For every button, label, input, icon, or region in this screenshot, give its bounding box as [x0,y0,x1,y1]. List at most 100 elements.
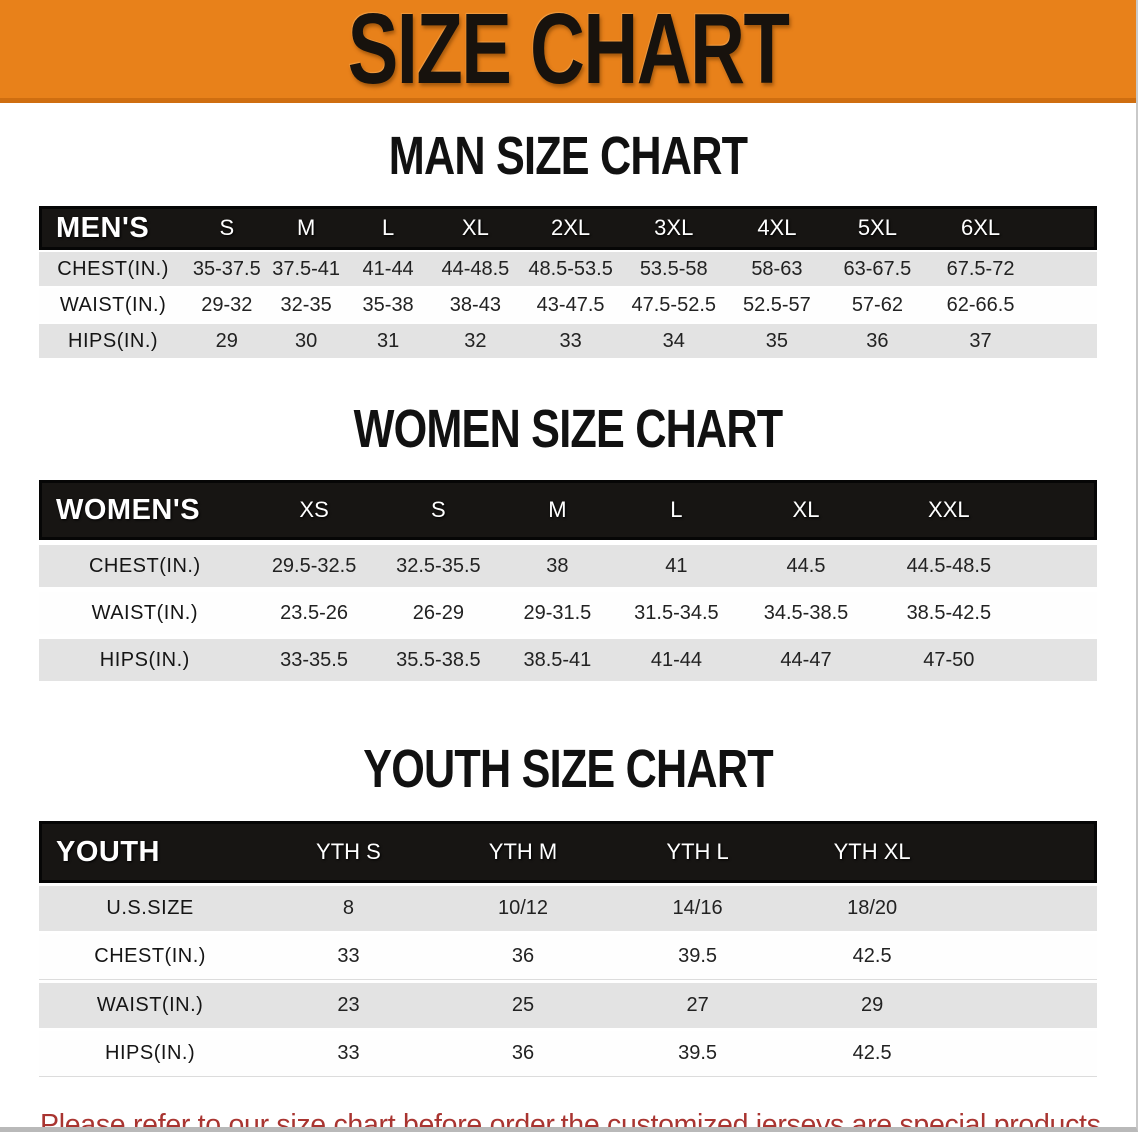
value-cell: 35-38 [345,288,431,322]
value-cell: 32 [430,322,521,360]
men-table-row: CHEST(IN.) 35-37.5 37.5-41 41-44 44-48.5 48.5… [39,250,1097,288]
value-cell: 14/16 [610,883,785,934]
value-cell: 39.5 [610,1031,785,1077]
women-size-section: WOMEN SIZE CHART WOMEN'S XS S M L XL XXL CHEST(… [0,402,1136,686]
column-header-cell: S [187,206,267,250]
row-label-cell: WAIST(IN.) [39,592,251,634]
row-spacer-cell [1022,540,1097,592]
women-section-heading: WOMEN SIZE CHART [0,402,1136,456]
row-spacer-cell [959,1031,1097,1077]
men-header-band: MEN'S S M L XL 2XL 3XL 4XL 5XL 6XL [39,206,1097,250]
men-table-row: HIPS(IN.) 29 30 31 32 33 34 35 36 37 [39,322,1097,360]
column-header-cell: XL [430,206,521,250]
value-cell: 33 [261,934,436,980]
women-table-row: WAIST(IN.) 23.5-26 26-29 29-31.5 31.5-34.5 34… [39,592,1097,634]
youth-header-band: YOUTH YTH S YTH M YTH L YTH XL [39,821,1097,883]
row-spacer-cell [1033,250,1097,288]
header-spacer-cell [1033,206,1097,250]
value-cell: 33 [520,322,621,360]
value-cell: 39.5 [610,934,785,980]
row-label-cell: WAIST(IN.) [39,980,262,1031]
value-cell: 29.5-32.5 [250,540,378,592]
column-header-cell: 6XL [927,206,1034,250]
value-cell: 38.5-41 [499,634,616,686]
value-cell: 41-44 [615,634,738,686]
youth-table-row: CHEST(IN.) 33 36 39.5 42.5 [39,934,1097,980]
value-cell: 48.5-53.5 [520,250,621,288]
value-cell: 47.5-52.5 [620,288,727,322]
value-cell: 10/12 [435,883,611,934]
value-cell: 33 [261,1031,436,1077]
value-cell: 29 [187,322,267,360]
value-cell: 62-66.5 [927,288,1034,322]
value-cell: 23 [261,980,436,1031]
value-cell: 34 [620,322,727,360]
women-section-heading-text: WOMEN SIZE CHART [353,399,784,459]
women-corner-label: WOMEN'S [39,480,251,540]
column-header-cell: M [266,206,346,250]
column-header-cell: XXL [874,480,1023,540]
men-corner-label: MEN'S [39,206,188,250]
value-cell: 29-32 [187,288,267,322]
value-cell: 37.5-41 [266,250,346,288]
men-section-heading-text: MAN SIZE CHART [388,126,748,186]
youth-table-row: U.S.SIZE 8 10/12 14/16 18/20 [39,883,1097,934]
value-cell: 44.5-48.5 [874,540,1023,592]
column-header-cell: YTH M [435,821,611,883]
value-cell: 35-37.5 [187,250,267,288]
value-cell: 27 [610,980,785,1031]
row-spacer-cell [1033,322,1097,360]
column-header-cell: M [499,480,616,540]
row-spacer-cell [959,980,1097,1031]
value-cell: 52.5-57 [726,288,828,322]
row-spacer-cell [1033,288,1097,322]
row-spacer-cell [959,883,1097,934]
value-cell: 33-35.5 [250,634,378,686]
youth-size-section: YOUTH SIZE CHART YOUTH YTH S YTH M YTH L YTH… [0,742,1136,1077]
row-label-cell: HIPS(IN.) [39,322,188,360]
value-cell: 38-43 [430,288,521,322]
value-cell: 41 [615,540,738,592]
column-header-cell: 2XL [520,206,621,250]
value-cell: 30 [266,322,346,360]
value-cell: 8 [261,883,436,934]
youth-section-heading: YOUTH SIZE CHART [0,742,1136,796]
row-label-cell: U.S.SIZE [39,883,262,934]
column-header-cell: L [615,480,738,540]
men-table-row: WAIST(IN.) 29-32 32-35 35-38 38-43 43-47.5 47.… [39,288,1097,322]
column-header-cell: 5XL [827,206,928,250]
value-cell: 67.5-72 [927,250,1034,288]
value-cell: 36 [435,1031,611,1077]
women-header-band: WOMEN'S XS S M L XL XXL [39,480,1097,540]
women-size-table: WOMEN'S XS S M L XL XXL CHEST(IN.) 29.5-32.5 32.5… [39,480,1097,686]
header-spacer-cell [1022,480,1097,540]
value-cell: 63-67.5 [827,250,928,288]
banner-title: SIZE CHART [347,0,790,105]
men-size-table: MEN'S S M L XL 2XL 3XL 4XL 5XL 6XL CHEST(IN.) 35-37… [39,206,1097,360]
value-cell: 29 [784,980,960,1031]
header-spacer-cell [959,821,1097,883]
youth-table-row: HIPS(IN.) 33 36 39.5 42.5 [39,1031,1097,1077]
value-cell: 35.5-38.5 [377,634,500,686]
column-header-cell: L [345,206,431,250]
value-cell: 44.5 [737,540,875,592]
value-cell: 18/20 [784,883,960,934]
value-cell: 25 [435,980,611,1031]
column-header-cell: XS [250,480,378,540]
value-cell: 41-44 [345,250,431,288]
value-cell: 57-62 [827,288,928,322]
value-cell: 31 [345,322,431,360]
value-cell: 34.5-38.5 [737,592,875,634]
value-cell: 35 [726,322,828,360]
value-cell: 43-47.5 [520,288,621,322]
men-section-heading: MAN SIZE CHART [0,129,1136,183]
value-cell: 58-63 [726,250,828,288]
women-table-row: CHEST(IN.) 29.5-32.5 32.5-35.5 38 41 44.5 44.5… [39,540,1097,592]
value-cell: 44-47 [737,634,875,686]
column-header-cell: YTH S [261,821,436,883]
column-header-cell: XL [737,480,875,540]
footer-note: Please refer to our size chart before or… [40,1103,1136,1127]
value-cell: 42.5 [784,1031,960,1077]
value-cell: 53.5-58 [620,250,727,288]
